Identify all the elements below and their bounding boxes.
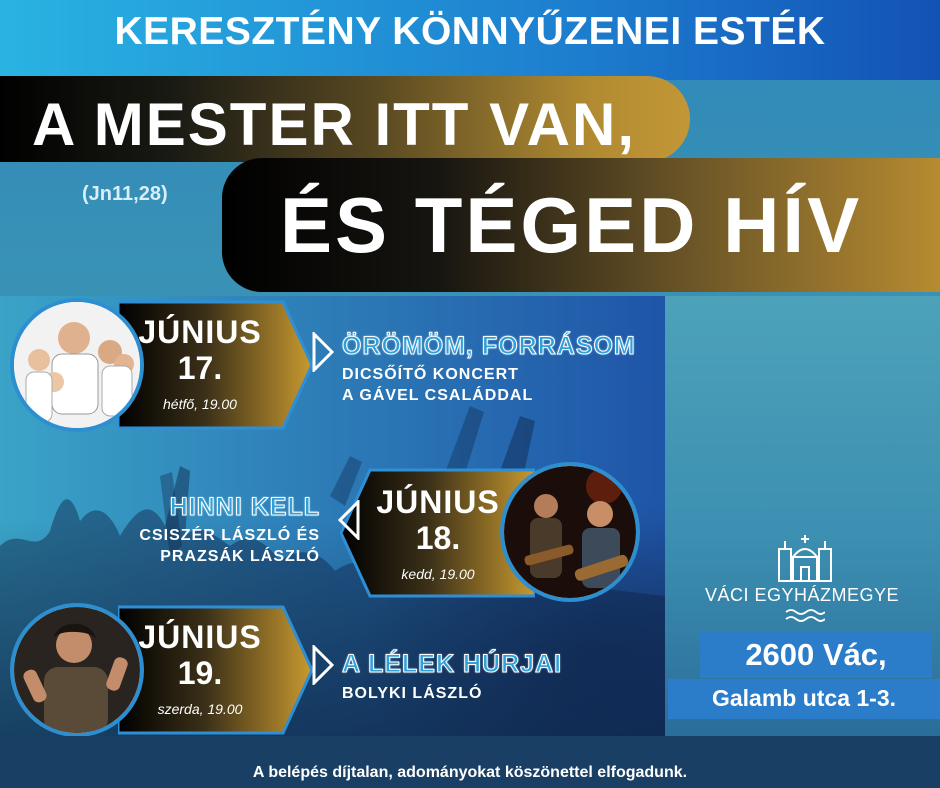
performer-photo-icon bbox=[14, 607, 140, 733]
event-title-1: ÖRÖMÖM, FORRÁSOM bbox=[342, 332, 636, 361]
event-day: 19. bbox=[177, 655, 223, 691]
family-photo-icon bbox=[14, 302, 140, 428]
date-banner-2 bbox=[340, 468, 535, 598]
title-pill-2 bbox=[222, 158, 940, 292]
event-month: JÚNIUS bbox=[138, 314, 262, 350]
bottom-bar bbox=[0, 736, 940, 788]
organizer-name: VÁCI EGYHÁZMEGYE bbox=[704, 585, 900, 605]
event-title-2: HINNI KELL bbox=[169, 493, 320, 522]
photo-gavel-family bbox=[10, 298, 144, 432]
address-line2: Galamb utca 1-3. bbox=[711, 685, 897, 711]
event-title-3: A LÉLEK HÚRJAI bbox=[341, 650, 563, 679]
address-box-2 bbox=[668, 679, 940, 719]
address-box-1 bbox=[700, 632, 932, 678]
event-subtitle-3a: BOLYKI LÁSZLÓ bbox=[342, 685, 483, 702]
event-subtitle-2b: PRAZSÁK LÁSZLÓ bbox=[160, 548, 320, 565]
date-text-1: JÚNIUS 17. hétfő, 19.00 bbox=[120, 300, 315, 430]
event-day: 18. bbox=[415, 520, 461, 556]
scripture-reference: (Jn11,28) bbox=[82, 183, 168, 205]
concert-photo-icon bbox=[504, 466, 636, 598]
main-title-line2: ÉS TÉGED HÍV bbox=[280, 181, 863, 269]
event-subtitle-2a: CSISZÉR LÁSZLÓ ÉS bbox=[139, 527, 320, 544]
photo-bolyki bbox=[10, 603, 144, 737]
event-time: hétfő, 19.00 bbox=[163, 396, 237, 412]
arrow-icon bbox=[312, 332, 334, 372]
event-subtitle-1a: DICSŐÍTŐ KONCERT bbox=[342, 366, 519, 383]
date-banner-1 bbox=[118, 300, 313, 430]
date-text-2: JÚNIUS 18. kedd, 19.00 bbox=[358, 470, 553, 600]
event-month: JÚNIUS bbox=[138, 619, 262, 655]
event-time: szerda, 19.00 bbox=[157, 701, 243, 717]
date-text-3: JÚNIUS 19. szerda, 19.00 bbox=[120, 605, 315, 735]
event-time: kedd, 19.00 bbox=[401, 566, 475, 582]
footer-note: A belépés díjtalan, adományokat köszönet… bbox=[252, 764, 688, 781]
series-title: KERESZTÉNY KÖNNYŰZENEI ESTÉK bbox=[114, 10, 826, 53]
arrow-icon bbox=[312, 645, 334, 685]
date-banner-3 bbox=[118, 605, 313, 735]
waves-icon bbox=[785, 609, 825, 622]
address-line1: 2600 Vác, bbox=[745, 637, 887, 672]
event-subtitle-1b: A GÁVEL CSALÁDDAL bbox=[342, 387, 534, 404]
top-band bbox=[0, 0, 940, 80]
title-pill-1 bbox=[0, 76, 690, 162]
cathedral-icon bbox=[778, 535, 832, 582]
photo-csiszer-prazsak bbox=[500, 462, 640, 602]
event-day: 17. bbox=[177, 350, 223, 386]
main-title-line1: A MESTER ITT VAN, bbox=[32, 91, 636, 158]
arrow-left-icon bbox=[338, 500, 360, 540]
event-month: JÚNIUS bbox=[376, 484, 500, 520]
